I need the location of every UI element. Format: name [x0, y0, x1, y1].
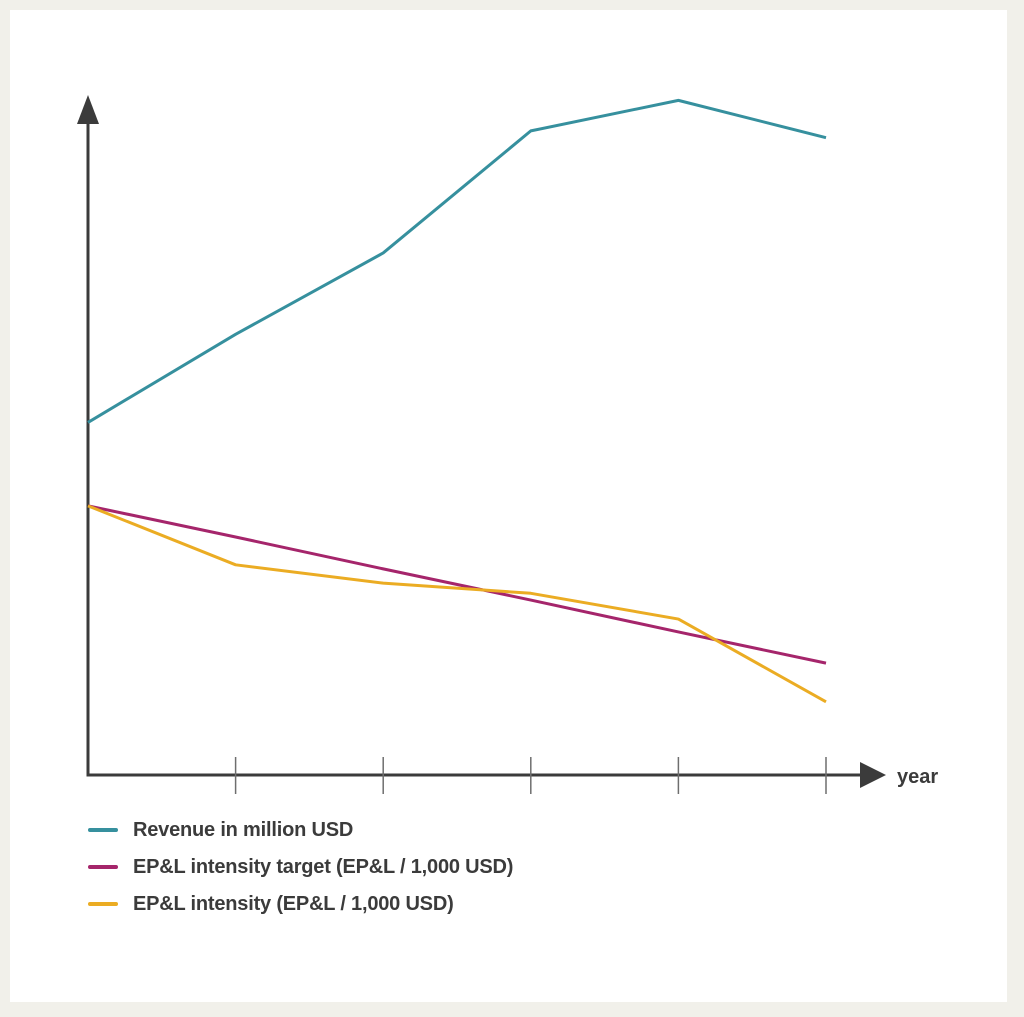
legend-label-epl-intensity: EP&L intensity (EP&L / 1,000 USD): [133, 892, 454, 915]
chart-legend: Revenue in million USD EP&L intensity ta…: [88, 818, 514, 931]
revenue-line-swatch-icon: [88, 828, 118, 832]
legend-item-epl-target: EP&L intensity target (EP&L / 1,000 USD): [88, 855, 514, 878]
epl-intensity-line-swatch-icon: [88, 902, 118, 906]
legend-item-revenue: Revenue in million USD: [88, 818, 513, 841]
legend-label-epl-target: EP&L intensity target (EP&L / 1,000 USD): [133, 855, 514, 878]
x-axis-ticks: [234, 757, 827, 794]
epl-intensity-target-line: [87, 504, 827, 665]
epl-intensity-line: [87, 504, 827, 704]
legend-item-epl-intensity: EP&L intensity (EP&L / 1,000 USD): [88, 892, 513, 915]
legend-label-revenue: Revenue in million USD: [133, 818, 354, 841]
chart-panel: [10, 10, 1007, 1002]
y-axis-arrow-icon: [77, 95, 99, 124]
x-axis-label: year: [897, 766, 938, 788]
revenue-line: [87, 98, 827, 424]
epl-target-line-swatch-icon: [88, 865, 118, 869]
x-axis-arrow-icon: [860, 762, 886, 788]
chart-series: [87, 98, 827, 704]
